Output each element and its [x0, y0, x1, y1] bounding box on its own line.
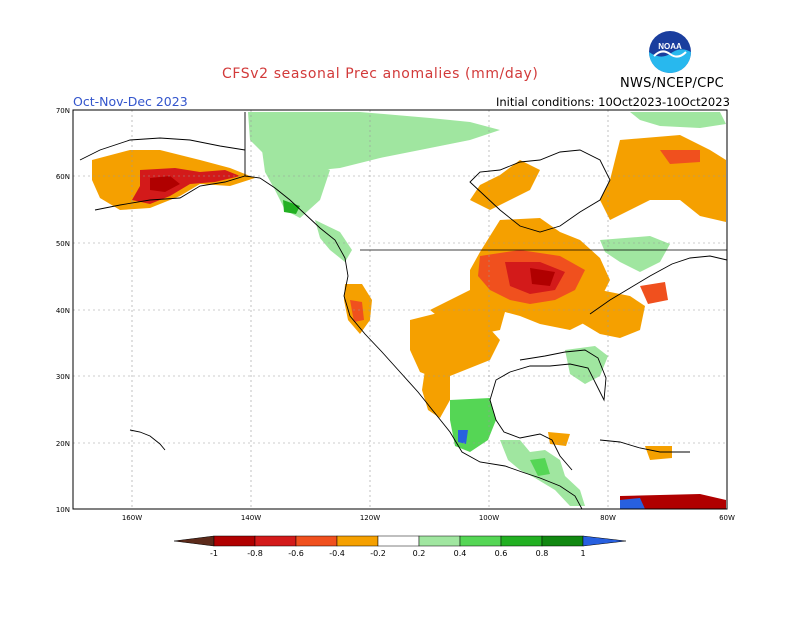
legend-swatch	[459, 535, 502, 547]
legend-tick-label: -0.6	[288, 549, 304, 558]
lon-label-60w: 60W	[719, 514, 735, 522]
legend-swatch	[500, 535, 543, 547]
legend-swatch	[377, 535, 420, 547]
legend-tick-label: 0.6	[495, 549, 508, 558]
legend-swatch	[295, 535, 338, 547]
initial-conditions-label: Initial conditions: 10Oct2023-10Oct2023	[496, 95, 730, 109]
lon-label-100w: 100W	[479, 514, 499, 522]
legend-tick-label: -0.8	[247, 549, 263, 558]
lat-label-40n: 40N	[56, 307, 70, 315]
lat-label-30n: 30N	[56, 373, 70, 381]
legend-swatch	[213, 535, 256, 547]
chart-title: CFSv2 seasonal Prec anomalies (mm/day)	[222, 66, 539, 82]
noaa-logo-icon: NOAA	[649, 31, 691, 73]
legend-tick-label: -0.4	[329, 549, 345, 558]
lat-label-50n: 50N	[56, 240, 70, 248]
legend-swatch-max	[582, 535, 627, 547]
lon-label-120w: 120W	[360, 514, 380, 522]
svg-text:NOAA: NOAA	[658, 42, 682, 51]
lat-label-60n: 60N	[56, 173, 70, 181]
coastlines	[79, 112, 728, 510]
legend-tick-label: 0.4	[454, 549, 467, 558]
legend-tick-label: 0.8	[536, 549, 549, 558]
lon-label-160w: 160W	[122, 514, 142, 522]
legend-swatch-min	[173, 535, 215, 547]
legend-swatch	[541, 535, 584, 547]
lat-label-10n: 10N	[56, 506, 70, 514]
legend-swatch	[336, 535, 379, 547]
lon-label-80w: 80W	[600, 514, 616, 522]
legend-swatch	[254, 535, 297, 547]
lon-label-140w: 140W	[241, 514, 261, 522]
lat-label-20n: 20N	[56, 440, 70, 448]
season-label: Oct-Nov-Dec 2023	[73, 94, 188, 109]
legend-tick-label: 0.2	[413, 549, 426, 558]
legend-tick-label: -1	[210, 549, 218, 558]
legend-tick-label: 1	[580, 549, 585, 558]
lat-label-70n: 70N	[56, 107, 70, 115]
map-border	[72, 109, 728, 510]
anomaly-patches	[92, 112, 726, 509]
agency-label: NWS/NCEP/CPC	[620, 76, 725, 91]
color-legend: -1 -0.8 -0.6 -0.4 -0.2 0.2 0.4 0.6 0.8 1	[173, 535, 627, 558]
legend-swatch	[418, 535, 461, 547]
legend-tick-label: -0.2	[370, 549, 386, 558]
